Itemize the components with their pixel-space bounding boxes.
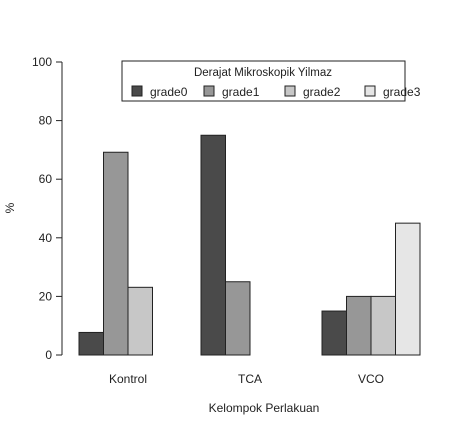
legend-label-grade0: grade0 [150,85,188,99]
bar-grade2-vco [370,295,396,356]
bar-grade3-vco [395,222,421,356]
legend-label-grade2: grade2 [303,85,341,99]
legend-box [121,60,406,102]
y-axis-label: % [3,202,17,213]
legend-label-grade1: grade1 [222,85,260,99]
legend: Derajat Mikroskopik Yilmaz grade0 grade1 g… [121,60,421,102]
y-tick-label: 0 [45,348,52,362]
x-axis: Kontrol TCA VCO [109,372,384,386]
legend-items: grade0 grade1 grade2 grade3 [131,85,421,99]
legend-swatch-grade0 [131,85,143,97]
bars [78,134,421,356]
bar-grade1-kontrol [103,151,129,356]
bar-grade2-kontrol [127,286,153,356]
y-tick-label: 100 [32,55,52,69]
legend-label-grade3: grade3 [383,85,421,99]
y-tick-label: 40 [39,231,53,245]
x-axis-label: Kelompok Perlakuan [209,401,320,415]
bar-grade1-vco [346,295,372,356]
y-tick-label: 20 [39,289,53,303]
legend-swatch-grade3 [364,85,376,97]
bar-grade0-kontrol [78,331,104,356]
x-tick-label: VCO [358,372,384,386]
bar-grade1-tca [225,281,251,356]
x-tick-label: Kontrol [109,372,147,386]
legend-swatch-grade2 [284,85,296,97]
legend-swatch-grade1 [203,85,215,97]
legend-title: Derajat Mikroskopik Yilmaz [194,67,332,79]
x-tick-label: TCA [238,372,262,386]
bar-grade0-vco [321,310,347,356]
y-axis: 0 20 40 60 80 100 [32,55,63,362]
y-tick-label: 80 [39,114,53,128]
y-tick-label: 60 [39,172,53,186]
bar-grade0-tca [200,134,226,356]
